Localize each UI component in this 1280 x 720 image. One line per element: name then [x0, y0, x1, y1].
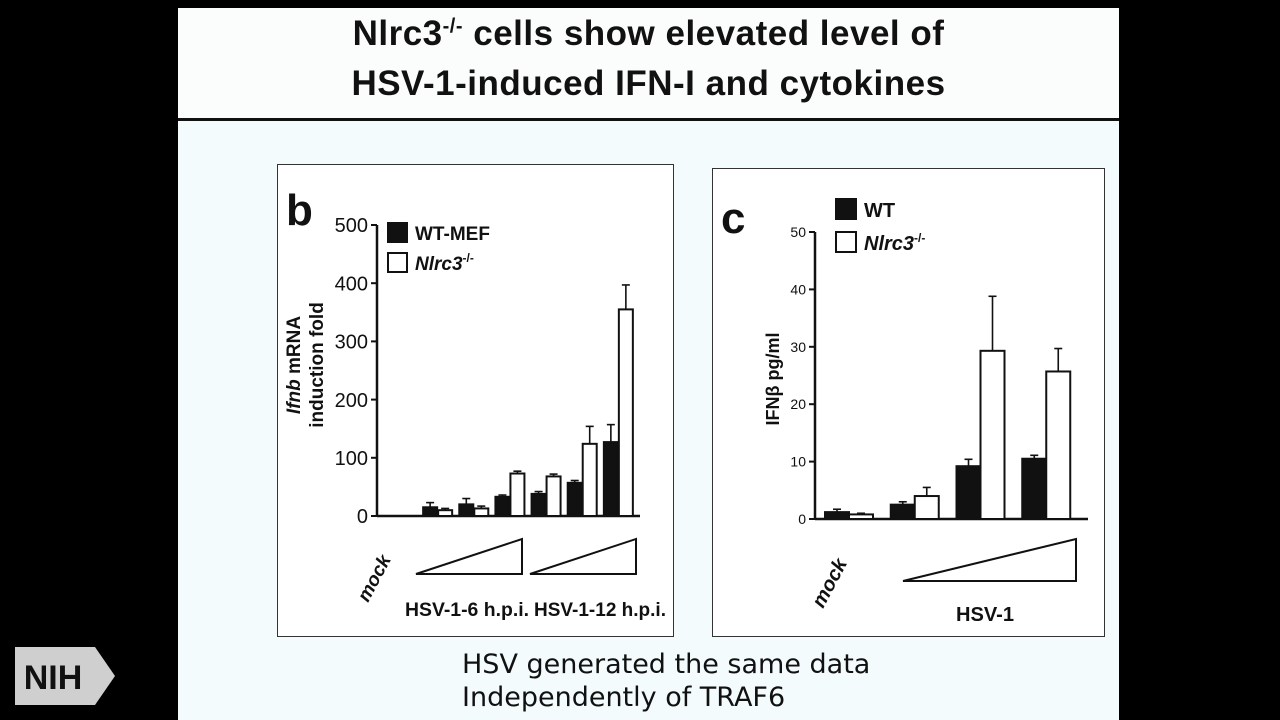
title-rest: cells show elevated level of — [463, 14, 945, 53]
y-tick-label: 200 — [335, 390, 368, 412]
legend-label: Nlrc3-/- — [864, 231, 925, 255]
x-label-mock: mock — [808, 554, 852, 611]
bar-nlrc3 — [913, 495, 940, 521]
chart-panel-c: c 0 10 20 30 40 50 IFNβ pg/ml WT Nlrc3-/- mock HSV-… — [712, 168, 1105, 637]
y-axis-title: Ifnb mRNA — [284, 316, 305, 414]
bar-nlrc3 — [617, 308, 634, 517]
panel-label-c: c — [721, 194, 745, 243]
bar-nlrc3 — [1045, 370, 1072, 520]
legend-gene: Nlrc3 — [864, 233, 914, 255]
legend-superscript: -/- — [914, 231, 925, 245]
bar-wt-mef — [422, 506, 439, 517]
bar-nlrc3 — [545, 475, 562, 518]
bar-wt-mef — [566, 481, 583, 517]
nih-logo-badge — [15, 647, 115, 705]
dose-ramp-triangle — [415, 537, 523, 575]
bar-wt — [955, 465, 982, 520]
nih-logo-text: NIH — [24, 659, 83, 697]
title-superscript: -/- — [442, 15, 464, 38]
legend-swatch — [387, 222, 408, 243]
bar-nlrc3 — [848, 513, 874, 520]
bar-wt — [824, 511, 850, 520]
bar-wt-mef — [530, 492, 547, 518]
y-tick-label: 50 — [790, 224, 806, 240]
caption-line2: Independently of TRAF6 — [462, 682, 786, 713]
y-tick-label: 10 — [790, 454, 806, 470]
legend-superscript: -/- — [463, 251, 474, 265]
bar-wt-mef — [494, 495, 511, 518]
title-bar: Nlrc3-/- cells show elevated level of HS… — [178, 8, 1119, 118]
legend-swatch — [387, 252, 408, 273]
y-tick-label: 40 — [790, 281, 806, 297]
y-axis-title-line2: induction fold — [307, 302, 328, 428]
bar-wt — [889, 503, 916, 520]
bar-nlrc3 — [473, 507, 490, 517]
legend-label: WT — [864, 200, 895, 222]
y-tick-label: 400 — [335, 273, 368, 295]
y-tick-label: 300 — [335, 332, 368, 354]
bar-wt-mef — [458, 503, 475, 517]
title-divider — [178, 118, 1119, 121]
legend-label: WT-MEF — [415, 224, 490, 245]
y-axis-title-rest: mRNA — [284, 316, 305, 380]
bar-nlrc3 — [581, 442, 598, 517]
legend-gene: Nlrc3 — [415, 254, 463, 275]
caption: HSV generated the same data Independentl… — [462, 648, 870, 714]
dose-ramp-triangle — [529, 537, 637, 575]
slide-title-line2: HSV-1-induced IFN-I and cytokines — [351, 64, 946, 103]
chart-b-svg: b 0 100 200 300 400 500 Ifnb mRNA induction fold… — [284, 186, 666, 621]
nih-logo: NIH — [15, 647, 115, 705]
chart-panel-b: b 0 100 200 300 400 500 Ifnb mRNA induction fold… — [277, 164, 674, 637]
x-group-label: HSV-1 — [956, 604, 1014, 626]
x-label-mock: mock — [354, 550, 397, 605]
title-gene: Nlrc3 — [352, 14, 443, 53]
y-tick-label: 0 — [798, 511, 806, 527]
slide-title-line1: Nlrc3-/- cells show elevated level of — [178, 14, 1119, 54]
dose-ramp-triangle — [902, 537, 1077, 582]
slide: Nlrc3-/- cells show elevated level of HS… — [178, 8, 1119, 720]
panel-label-b: b — [286, 186, 313, 235]
y-tick-label: 20 — [790, 396, 806, 412]
x-group-label: HSV-1-12 h.p.i. — [534, 600, 666, 621]
bar-nlrc3 — [979, 349, 1006, 520]
bar-wt — [1021, 457, 1048, 521]
bar-nlrc3 — [437, 509, 454, 517]
bar-nlrc3 — [509, 472, 526, 518]
bar-wt-mef — [602, 441, 619, 517]
y-axis-title-gene: Ifnb — [284, 379, 305, 414]
x-group-label: HSV-1-6 h.p.i. — [405, 600, 529, 621]
legend-swatch — [835, 198, 857, 220]
chart-c-svg: c 0 10 20 30 40 50 IFNβ pg/ml WT Nlrc3-/- mock HSV-… — [721, 194, 1088, 626]
y-axis-title: IFNβ pg/ml — [763, 333, 783, 426]
y-tick-label: 30 — [790, 339, 806, 355]
caption-line1: HSV generated the same data — [462, 649, 871, 680]
y-tick-label: 100 — [335, 448, 368, 470]
legend-label: Nlrc3-/- — [415, 251, 474, 275]
y-tick-label: 0 — [357, 506, 368, 528]
legend-swatch — [835, 231, 857, 253]
y-tick-label: 500 — [335, 215, 368, 237]
